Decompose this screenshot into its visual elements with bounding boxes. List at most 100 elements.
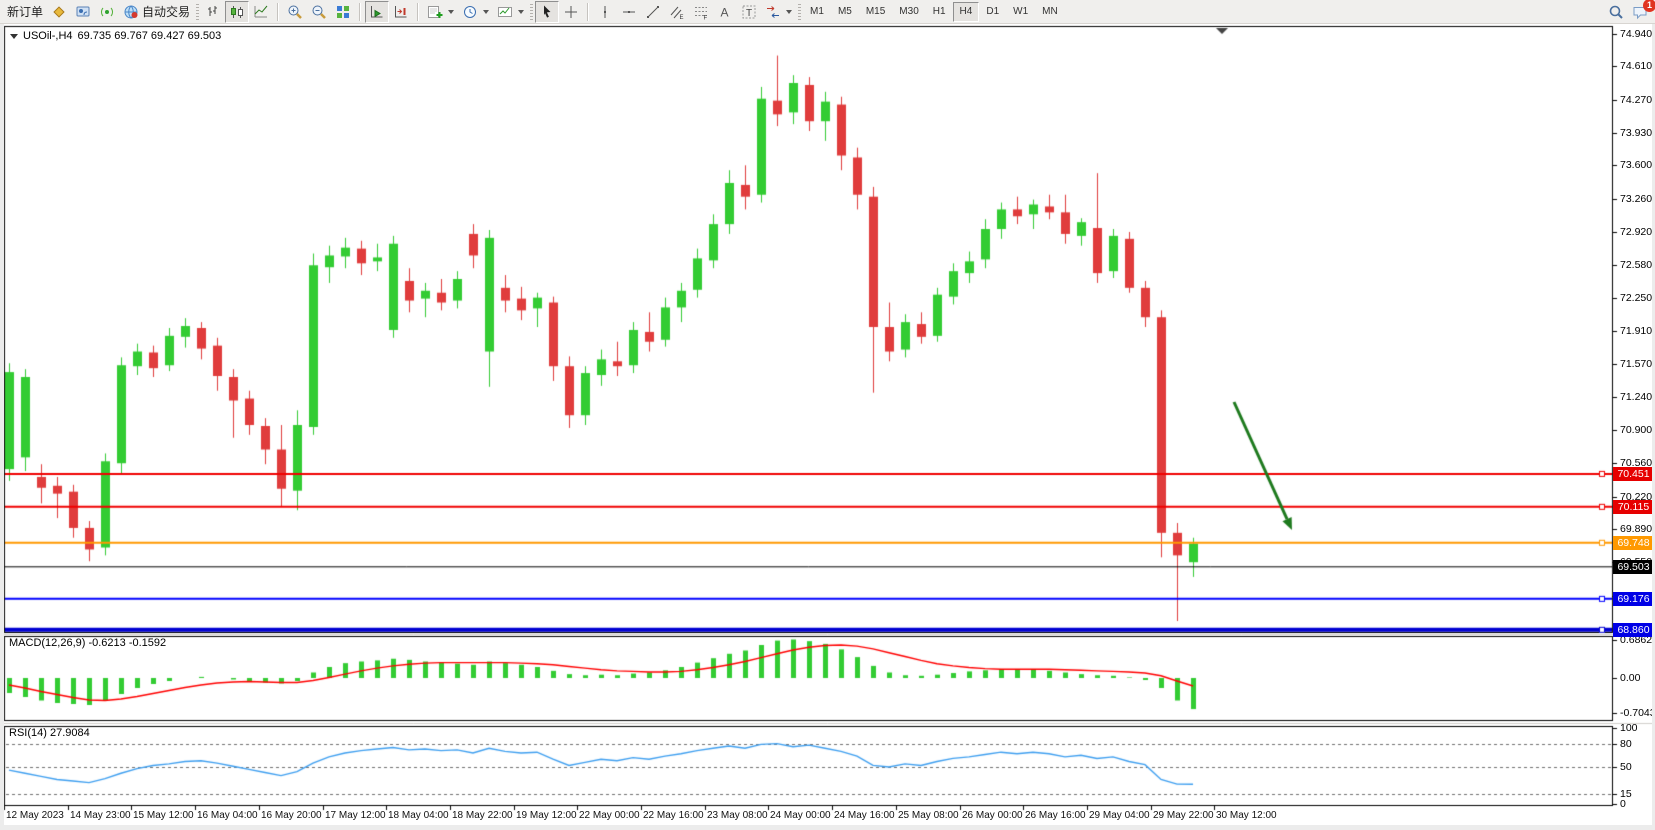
- search-icon: [1608, 4, 1624, 20]
- timeframe-w1-button[interactable]: W1: [1013, 6, 1029, 17]
- toolbar-drag-handle[interactable]: [530, 3, 534, 20]
- chat-button[interactable]: 1: [1628, 0, 1655, 23]
- time-axis-label: 30 May 12:00: [1216, 810, 1277, 821]
- chart-shift-button[interactable]: [389, 1, 413, 23]
- price-axis-tick: 73.260: [1620, 193, 1653, 205]
- crosshair-icon: [563, 4, 579, 20]
- clock-icon: [462, 4, 478, 20]
- time-axis-label: 29 May 04:00: [1089, 810, 1150, 821]
- zoom-in-button[interactable]: [283, 1, 307, 23]
- arrows-icon: [765, 4, 781, 20]
- time-axis-label: 29 May 22:00: [1153, 810, 1214, 821]
- time-axis-label: 22 May 00:00: [579, 810, 640, 821]
- timeframe-m5-button[interactable]: M5: [837, 6, 852, 17]
- toolbar-separator: [417, 2, 420, 21]
- new-order-button[interactable]: 新订单: [3, 1, 47, 23]
- timeframe-m30-button[interactable]: M30: [899, 6, 919, 17]
- time-axis-label: 26 May 16:00: [1025, 810, 1086, 821]
- toolbar-drag-handle[interactable]: [196, 3, 200, 20]
- time-axis-label: 22 May 16:00: [643, 810, 704, 821]
- price-axis-tick: 74.270: [1620, 94, 1653, 106]
- data-window-icon: [75, 4, 91, 20]
- macd-indicator-label: MACD(12,26,9) -0.6213 -0.1592: [9, 637, 167, 649]
- price-axis-tick: 71.910: [1620, 325, 1653, 337]
- toolbar-separator: [587, 2, 590, 21]
- arrow-objects-button[interactable]: [761, 1, 796, 23]
- auto-scroll-icon: [369, 4, 385, 20]
- toolbar-separator: [277, 2, 280, 21]
- price-level-box[interactable]: 70.451: [1613, 467, 1654, 481]
- timeframe-m1-button[interactable]: M1: [810, 6, 824, 17]
- fibonacci-icon: F: [693, 4, 709, 20]
- candlestick-icon: [229, 4, 245, 20]
- timeframe-mn-button[interactable]: MN: [1042, 6, 1058, 17]
- price-level-box[interactable]: 69.176: [1613, 592, 1654, 606]
- auto-scroll-button[interactable]: [365, 0, 390, 23]
- price-level-box[interactable]: 70.115: [1613, 500, 1654, 514]
- text-label-button[interactable]: T: [737, 1, 761, 23]
- notification-badge: 1: [1643, 0, 1655, 12]
- line-chart-button[interactable]: [249, 1, 273, 23]
- svg-text:E: E: [680, 15, 684, 20]
- time-axis-label: 14 May 23:00: [70, 810, 131, 821]
- time-axis-label: 23 May 08:00: [707, 810, 768, 821]
- bar-chart-button[interactable]: [201, 1, 225, 23]
- chart-dropdown-icon[interactable]: [10, 33, 18, 39]
- indicators-button[interactable]: [423, 1, 458, 23]
- price-axis-tick: 73.930: [1620, 127, 1653, 139]
- timeframe-h1-button[interactable]: H1: [932, 6, 946, 17]
- cursor-button[interactable]: [535, 0, 560, 23]
- timeframe-d1-button[interactable]: D1: [986, 6, 1000, 17]
- chart-ohlc-values: 69.735 69.767 69.427 69.503: [77, 30, 222, 42]
- price-axis-tick: 72.250: [1620, 292, 1653, 304]
- timeframe-h4-button[interactable]: H4: [952, 1, 980, 22]
- tile-windows-button[interactable]: [331, 1, 355, 23]
- equidistant-channel-button[interactable]: E: [665, 1, 689, 23]
- search-button[interactable]: [1604, 1, 1628, 23]
- text-button[interactable]: A: [713, 1, 737, 23]
- time-axis-label: 24 May 16:00: [834, 810, 895, 821]
- rsi-indicator-label: RSI(14) 27.9084: [9, 727, 90, 739]
- time-axis-label: 17 May 12:00: [325, 810, 386, 821]
- zoom-in-icon: [287, 4, 303, 20]
- price-level-box[interactable]: 69.748: [1613, 536, 1654, 550]
- time-axis-label: 16 May 04:00: [197, 810, 258, 821]
- rsi-axis-tick: 15: [1620, 788, 1632, 800]
- candlestick-chart-button[interactable]: [225, 0, 250, 23]
- templates-button[interactable]: [493, 1, 528, 23]
- price-level-box[interactable]: 69.503: [1613, 560, 1654, 574]
- horizontal-line-button[interactable]: [617, 1, 641, 23]
- price-axis-tick: 74.940: [1620, 28, 1653, 40]
- price-axis-tick: 69.890: [1620, 523, 1653, 535]
- globe-icon: [123, 4, 139, 20]
- chevron-down-icon: [483, 9, 490, 14]
- trendline-button[interactable]: [641, 1, 665, 23]
- auto-trading-button[interactable]: 自动交易: [119, 1, 194, 23]
- new-order-label: 新订单: [7, 5, 44, 19]
- fibonacci-button[interactable]: F: [689, 1, 713, 23]
- vertical-line-button[interactable]: [593, 1, 617, 23]
- macd-axis-tick: -0.7043: [1620, 707, 1655, 719]
- zoom-out-button[interactable]: [307, 1, 331, 23]
- price-axis-tick: 70.560: [1620, 457, 1653, 469]
- line-chart-icon: [253, 4, 269, 20]
- crosshair-button[interactable]: [559, 1, 583, 23]
- toolbar-drag-handle[interactable]: [798, 3, 802, 20]
- cursor-icon: [539, 4, 555, 20]
- chevron-down-icon: [448, 9, 455, 14]
- signals-button[interactable]: [95, 1, 119, 23]
- quotes-button[interactable]: [47, 1, 71, 23]
- chart-title: USOil-,H4 69.735 69.767 69.427 69.503: [10, 30, 221, 42]
- window-bottom-edge: [0, 825, 1655, 830]
- auto-trading-label: 自动交易: [142, 5, 191, 19]
- timeframe-m15-button[interactable]: M15: [865, 6, 886, 17]
- window-right-edge: [1652, 24, 1655, 830]
- price-level-box[interactable]: 68.860: [1613, 623, 1654, 637]
- time-axis-label: 15 May 12:00: [133, 810, 194, 821]
- periods-button[interactable]: [458, 1, 493, 23]
- data-window-button[interactable]: [71, 1, 95, 23]
- svg-text:F: F: [704, 15, 708, 20]
- svg-text:T: T: [746, 8, 752, 19]
